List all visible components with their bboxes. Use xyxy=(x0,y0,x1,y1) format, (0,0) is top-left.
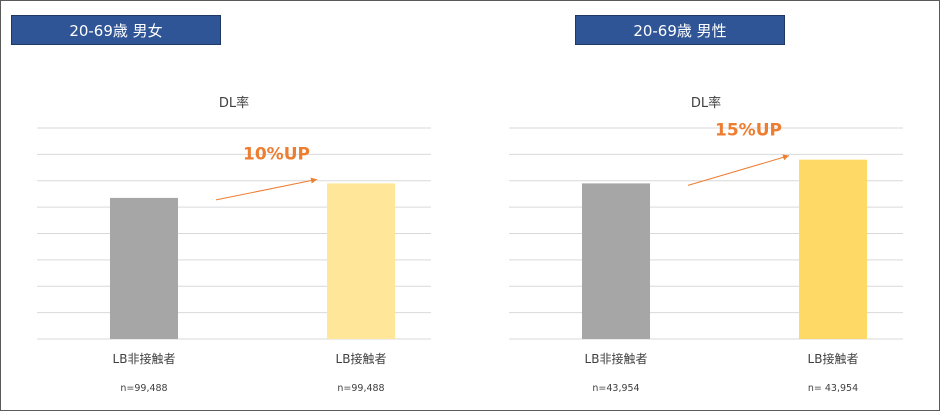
chart-panel-right: 20-69歳 男性 DL率 LB非接触者 LB接触者 n=43,954 n= 43,95… xyxy=(473,1,913,410)
increase-annotation: 10%UP xyxy=(243,144,310,164)
x-tick-label: LB非接触者 xyxy=(113,351,176,366)
increase-arrow xyxy=(687,154,790,186)
sample-size-label: n=99,488 xyxy=(120,383,167,394)
x-tick-label: LB接触者 xyxy=(808,351,859,366)
chart-panel-left: 20-69歳 男女 DL率 LB非接触者 LB接触者 n=99,488 n=99,488… xyxy=(1,1,441,410)
sample-size-label: n=99,488 xyxy=(337,383,384,394)
x-tick-label: LB非接触者 xyxy=(585,351,648,366)
increase-annotation: 15%UP xyxy=(715,121,782,141)
bar xyxy=(110,197,178,339)
panel-header: 20-69歳 男性 xyxy=(575,15,785,45)
bar xyxy=(327,183,395,339)
sample-size-label: n= 43,954 xyxy=(808,383,858,394)
bar xyxy=(582,183,650,339)
chart-title: DL率 xyxy=(691,95,721,111)
bar-chart: DL率 LB非接触者 LB接触者 n=43,954 n= 43,954 15%UP xyxy=(509,95,903,394)
sample-size-label: n=43,954 xyxy=(592,383,639,394)
bar-chart: DL率 LB非接触者 LB接触者 n=99,488 n=99,488 10%UP xyxy=(37,95,431,394)
panel-header: 20-69歳 男女 xyxy=(11,15,221,45)
chart-title: DL率 xyxy=(219,95,249,111)
x-tick-label: LB接触者 xyxy=(336,351,387,366)
bar xyxy=(799,159,867,339)
increase-arrow xyxy=(215,177,318,201)
